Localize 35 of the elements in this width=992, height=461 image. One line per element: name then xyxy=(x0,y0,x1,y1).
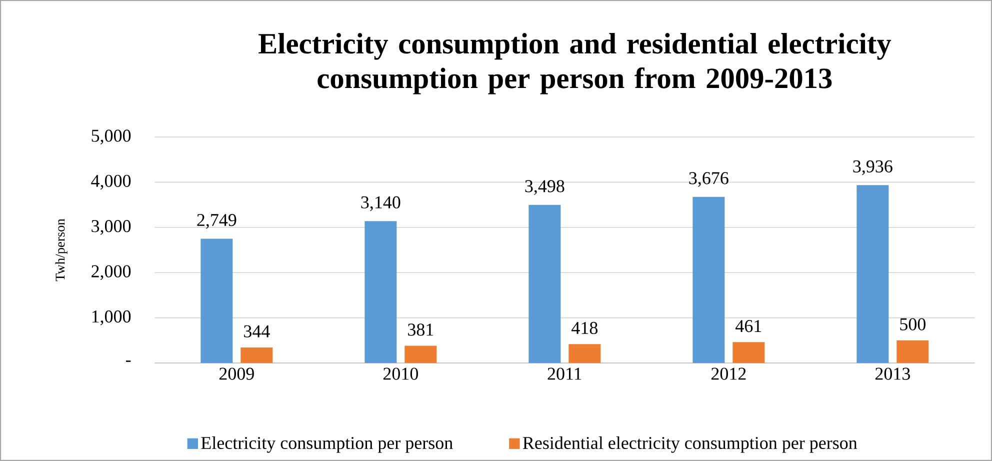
bar xyxy=(732,342,765,363)
data-label: 3,498 xyxy=(525,180,564,195)
data-label: 2,749 xyxy=(197,214,236,229)
legend-label: Residential electricity consumption per person xyxy=(522,436,858,453)
data-label: 344 xyxy=(244,325,270,338)
y-tick-label: 1,000 xyxy=(92,310,131,326)
x-tick-label: 2011 xyxy=(548,368,582,380)
data-label: 3,936 xyxy=(853,160,892,176)
y-axis-title: Twh/person xyxy=(55,218,68,282)
y-tick-label: - xyxy=(126,360,131,362)
data-label: 381 xyxy=(408,324,434,336)
bar xyxy=(404,346,437,363)
y-tick-label: 4,000 xyxy=(91,174,131,190)
x-tick-label: 2013 xyxy=(875,368,910,380)
bar xyxy=(856,185,889,363)
bar xyxy=(896,340,929,363)
chart-title: Electricity consumption and residential electricity consumption per person from 2009-2013 xyxy=(258,33,892,94)
data-label: 500 xyxy=(900,318,926,330)
bar xyxy=(364,221,397,363)
data-label: 3,676 xyxy=(689,172,728,187)
bar xyxy=(568,344,601,363)
bar xyxy=(692,196,725,363)
x-tick-label: 2010 xyxy=(383,368,418,380)
x-tick-label: 2012 xyxy=(711,368,746,380)
legend-label: Electricity consumption per person xyxy=(201,436,453,453)
data-label: 3,140 xyxy=(361,196,400,212)
y-tick-label: 2,000 xyxy=(92,265,131,280)
y-tick-label: 3,000 xyxy=(92,220,131,235)
bar xyxy=(240,347,273,363)
y-tick-label: 5,000 xyxy=(92,130,131,144)
data-label: 461 xyxy=(736,320,762,332)
bar xyxy=(200,238,233,363)
x-tick-label: 2009 xyxy=(219,368,254,380)
data-label: 418 xyxy=(572,322,598,334)
bar xyxy=(528,204,561,363)
